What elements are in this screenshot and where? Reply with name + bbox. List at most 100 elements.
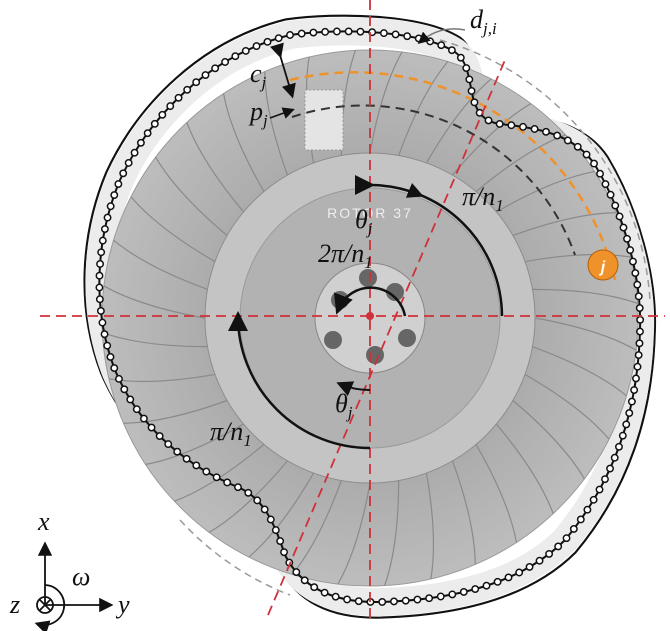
sensor-dot <box>602 181 608 187</box>
sensor-dot <box>357 28 363 34</box>
sensor-dot <box>138 140 144 146</box>
sensor-dot <box>345 28 351 34</box>
sensor-dot <box>287 32 293 38</box>
sensor-dot <box>636 293 642 299</box>
sensor-dot <box>281 549 287 555</box>
sensor-dot <box>245 490 251 496</box>
sensor-dot <box>175 95 181 101</box>
sensor-dot <box>344 596 350 602</box>
sensor-dot <box>623 421 629 427</box>
sensor-dot <box>637 317 643 323</box>
sensor-dot <box>212 65 218 71</box>
sensor-dot <box>631 387 637 393</box>
sensor-dot <box>505 574 511 580</box>
sensor-dot <box>494 579 500 585</box>
sensor-dot <box>107 203 113 209</box>
sensor-dot <box>485 117 491 123</box>
sensor-dot <box>508 122 514 128</box>
sensor-dot <box>202 72 208 78</box>
axis-label: y <box>115 590 130 619</box>
sensor-dot <box>578 516 584 522</box>
sensor-dot <box>632 270 638 276</box>
sensor-dot <box>596 486 602 492</box>
sensor-dot <box>526 564 532 570</box>
sensor-dot <box>438 593 444 599</box>
sensor-dot <box>584 507 590 513</box>
sensor-dot <box>111 192 117 198</box>
sensor-dot <box>637 305 643 311</box>
sensor-dot <box>174 448 180 454</box>
sensor-dot <box>254 497 260 503</box>
sensor-dot <box>563 535 569 541</box>
sensor-dot <box>634 364 640 370</box>
sensor-dot <box>554 132 560 138</box>
sensor-dot <box>602 476 608 482</box>
sensor-dot <box>298 30 304 36</box>
sensor-dot <box>624 236 630 242</box>
sensor-dot <box>466 76 472 82</box>
sensor-dot <box>115 181 121 187</box>
sensor-dot <box>107 354 113 360</box>
sensor-dot <box>597 171 603 177</box>
sensor-dot <box>571 526 577 532</box>
sensor-dot <box>156 433 162 439</box>
sensor-dot <box>134 406 140 412</box>
sensor-dot <box>472 586 478 592</box>
sensor-dot <box>222 59 228 65</box>
sensor-dot <box>165 441 171 447</box>
sensor-dot <box>392 31 398 37</box>
sensor-dot <box>125 160 131 166</box>
sensor-dot <box>620 224 626 230</box>
sensor-dot <box>310 29 316 35</box>
sensor-dot <box>277 538 283 544</box>
sensor-dot <box>167 103 173 109</box>
sensor-dot <box>381 30 387 36</box>
sensor-dot <box>565 137 571 143</box>
sensor-dot <box>213 474 219 480</box>
sensor-dot <box>546 551 552 557</box>
sensor-dot <box>98 308 104 314</box>
sensor-dot <box>152 121 158 127</box>
sensor-dot <box>268 516 274 522</box>
sensor-dot <box>141 415 147 421</box>
sensor-dot <box>634 281 640 287</box>
sensor-dot <box>414 596 420 602</box>
axis-label: ω <box>72 562 90 591</box>
sensor-dot <box>275 35 281 41</box>
sensor-dot <box>356 598 362 604</box>
sensor-dot <box>96 273 102 279</box>
sensor-dot <box>101 331 107 337</box>
sensor-dot <box>543 129 549 135</box>
axis-label: x <box>37 507 50 536</box>
sensor-dot <box>612 202 618 208</box>
sensor-dot <box>496 121 502 127</box>
sensor-dot <box>458 54 464 60</box>
sensor-dot <box>607 192 613 198</box>
sensor-dot <box>321 589 327 595</box>
sensor-dot <box>531 126 537 132</box>
sensor-dot <box>100 237 106 243</box>
sensor-dot <box>98 249 104 255</box>
sensor-dot <box>616 444 622 450</box>
sensor-dot <box>471 99 477 105</box>
sensor-dot <box>243 48 249 54</box>
sensor-dot <box>426 595 432 601</box>
sensor-dot <box>379 599 385 605</box>
sensor-dot <box>635 352 641 358</box>
sensor-dot <box>232 53 238 59</box>
sensor-dot <box>273 527 279 533</box>
sensor-dot <box>637 328 643 334</box>
sensor-dot <box>427 38 433 44</box>
sensor-dot <box>483 582 489 588</box>
sensor-dot <box>193 462 199 468</box>
sensor-dot <box>590 497 596 503</box>
sensor-dot <box>629 398 635 404</box>
sensor-dot <box>636 340 642 346</box>
distance-label: dj,i <box>470 5 497 38</box>
sensor-dot <box>253 43 259 49</box>
sensor-dot <box>120 170 126 176</box>
sensor-dot <box>620 432 626 438</box>
sensor-dot <box>520 124 526 130</box>
sensor-dot <box>516 569 522 575</box>
sensor-dot <box>97 261 103 267</box>
